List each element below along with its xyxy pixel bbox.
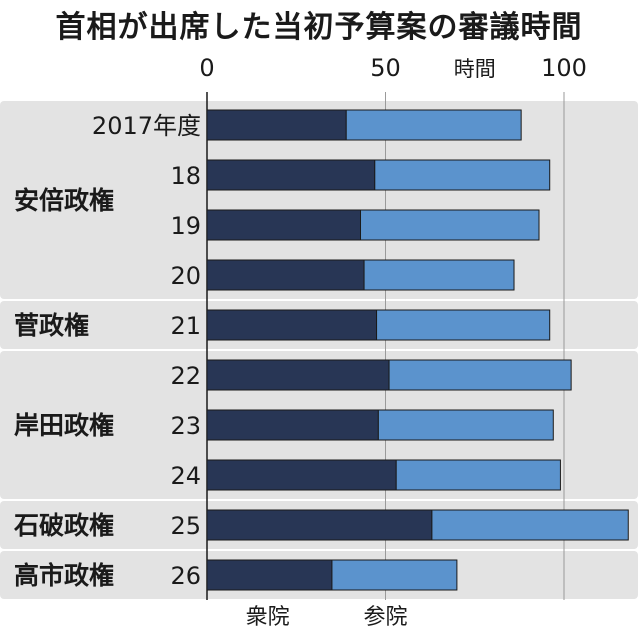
category-label: 24 [170, 462, 201, 490]
category-label: 2017年度 [92, 112, 201, 140]
bar-shugiin [206, 109, 347, 141]
bar-sangiin [431, 509, 629, 541]
bar-shugiin [206, 559, 333, 591]
category-label: 18 [170, 162, 201, 190]
group-label: 岸田政権 [14, 411, 114, 440]
bar-shugiin [206, 309, 378, 341]
category-label: 23 [170, 412, 201, 440]
bar-sangiin [331, 559, 458, 591]
category-label: 25 [170, 512, 201, 540]
bar-shugiin [206, 359, 390, 391]
bar-sangiin [376, 309, 551, 341]
bar-sangiin [374, 159, 551, 191]
group-panel-0 [0, 101, 638, 299]
group-label: 石破政権 [13, 511, 114, 540]
x-tick-label: 50 [370, 54, 401, 82]
group-label: 高市政権 [14, 561, 114, 590]
group-label: 安倍政権 [14, 186, 114, 215]
x-tick-label: 100 [541, 54, 587, 82]
bar-shugiin [206, 259, 365, 291]
x-tick-label: 0 [199, 54, 214, 82]
x-unit-label: 時間 [454, 57, 496, 81]
category-label: 22 [170, 362, 201, 390]
bar-shugiin [206, 409, 379, 441]
bar-shugiin [206, 459, 397, 491]
bar-sangiin [345, 109, 522, 141]
bar-sangiin [388, 359, 572, 391]
legend-label: 衆院 [246, 605, 290, 630]
bar-shugiin [206, 209, 362, 241]
bar-shugiin [206, 159, 376, 191]
legend-label: 参院 [363, 605, 407, 630]
category-label: 21 [170, 312, 201, 340]
bar-sangiin [395, 459, 561, 491]
category-label: 26 [170, 562, 201, 590]
chart-title: 首相が出席した当初予算案の審議時間 [55, 10, 583, 45]
bar-sangiin [360, 209, 540, 241]
category-label: 20 [170, 262, 201, 290]
bar-shugiin [206, 509, 433, 541]
group-label: 菅政権 [14, 311, 89, 340]
bar-sangiin [377, 409, 554, 441]
bar-sangiin [363, 259, 515, 291]
category-label: 19 [170, 212, 201, 240]
